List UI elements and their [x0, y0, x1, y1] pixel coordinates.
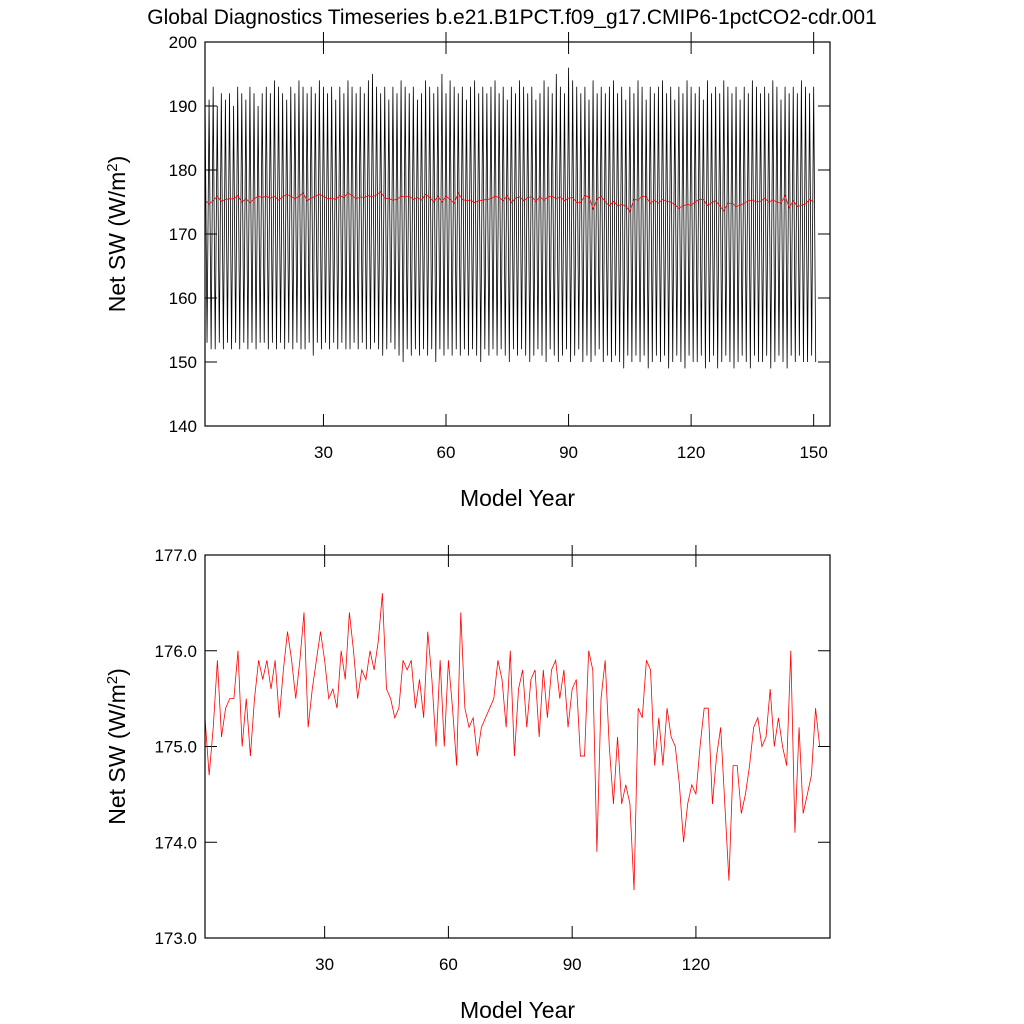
y-tick-label: 140 [169, 417, 197, 436]
x-tick-label: 30 [315, 955, 334, 974]
x-axis-label: Model Year [460, 997, 575, 1023]
y-axis-label-sup: 2 [104, 163, 121, 171]
y-tick-label: 190 [169, 97, 197, 116]
plot-frame [204, 554, 831, 939]
data-line [205, 191, 814, 213]
y-tick-label: 175.0 [154, 738, 197, 757]
y-axis-label-close: ) [104, 156, 130, 164]
data-line [205, 67, 817, 369]
y-axis-label-close: ) [104, 668, 130, 676]
x-tick-label: 120 [677, 443, 705, 462]
plot-area [205, 67, 817, 369]
x-tick-label: 30 [314, 443, 333, 462]
y-tick-label: 173.0 [154, 929, 197, 948]
y-tick-label: 200 [169, 33, 197, 52]
x-tick-label: 150 [799, 443, 827, 462]
plot-frame [204, 41, 831, 427]
y-tick-label: 150 [169, 353, 197, 372]
x-tick-label: 60 [437, 443, 456, 462]
y-axis-label: Net SW (W/m2) [104, 668, 131, 825]
x-axis-label: Model Year [460, 485, 575, 511]
x-tick-label: 90 [563, 955, 582, 974]
y-tick-label: 180 [169, 161, 197, 180]
plot-area [205, 593, 821, 891]
x-tick-label: 60 [439, 955, 458, 974]
y-tick-label: 177.0 [154, 546, 197, 565]
y-tick-label: 170 [169, 225, 197, 244]
y-axis-label-text: Net SW (W/m [104, 172, 130, 313]
y-tick-label: 176.0 [154, 642, 197, 661]
x-tick-label: 120 [682, 955, 710, 974]
y-tick-label: 160 [169, 289, 197, 308]
y-axis-label: Net SW (W/m2) [104, 156, 131, 313]
data-line [205, 593, 821, 891]
x-tick-label: 90 [559, 443, 578, 462]
y-axis-label-sup: 2 [104, 676, 121, 684]
y-axis-label-text: Net SW (W/m [104, 684, 130, 825]
chart-title: Global Diagnostics Timeseries b.e21.B1PC… [147, 6, 877, 29]
y-tick-label: 174.0 [154, 833, 197, 852]
